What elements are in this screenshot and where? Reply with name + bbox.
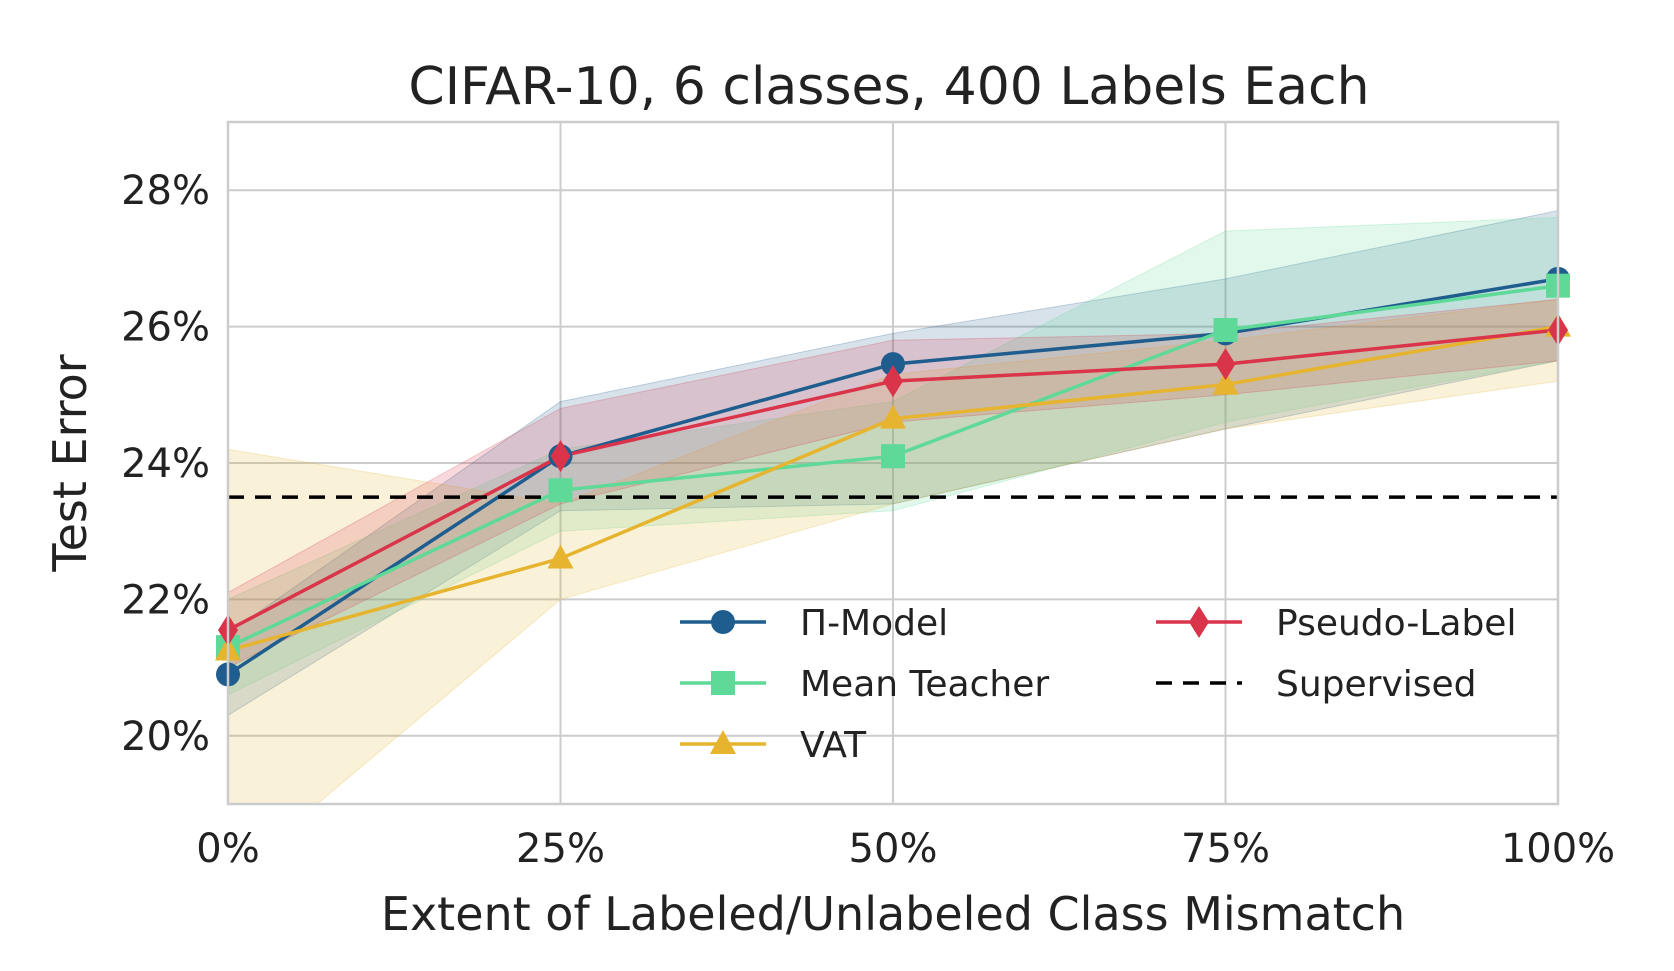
y-tick-label-1: 22%: [121, 577, 210, 623]
x-tick-label-3: 75%: [1181, 826, 1270, 872]
x-tick-label-0: 0%: [196, 826, 259, 872]
y-axis-label: Test Error: [43, 354, 97, 572]
x-tick-label-2: 50%: [849, 826, 938, 872]
point-vat-2: [880, 404, 906, 429]
legend: Π-Model Mean Teacher VAT Pseudo-Label Superv…: [680, 603, 1516, 766]
point-pseudo-label-2: [883, 365, 903, 398]
y-tick-labels: 20% 22% 24% 26% 28%: [121, 168, 210, 760]
point-mean-teacher-2: [881, 444, 905, 469]
band-vat: [228, 298, 1558, 804]
legend-marker-vat: [710, 730, 736, 754]
y-tick-label-2: 24%: [121, 441, 210, 487]
legend-label-supervised: Supervised: [1276, 664, 1477, 705]
legend-label-mean-teacher: Mean Teacher: [800, 664, 1049, 705]
legend-marker-pseudo-label: [1189, 606, 1209, 638]
point-mean-teacher-1: [548, 478, 573, 503]
y-tick-label-0: 20%: [121, 714, 210, 760]
point-vat-3: [1212, 370, 1239, 395]
legend-label-model: Π-Model: [800, 603, 948, 644]
legend-label-pseudo-label: Pseudo-Label: [1276, 603, 1516, 644]
y-tick-label-3: 26%: [121, 305, 210, 351]
point-pseudo-label-3: [1215, 348, 1236, 381]
point-pseudo-label-1: [550, 440, 571, 473]
plot-area-frame: [226, 120, 1560, 806]
point-model-2: [881, 352, 905, 377]
legend-marker-model: [711, 610, 735, 634]
x-axis-label: Extent of Labeled/Unlabeled Class Mismat…: [381, 887, 1405, 941]
legend-label-vat: VAT: [800, 725, 867, 766]
y-tick-label-4: 28%: [121, 168, 210, 214]
x-tick-label-4: 100%: [1501, 826, 1615, 872]
point-mean-teacher-3: [1213, 318, 1238, 343]
point-vat-1: [547, 544, 574, 569]
legend-marker-mean-teacher: [711, 671, 735, 695]
x-tick-label-1: 25%: [516, 826, 605, 872]
x-tick-labels: 0% 25% 50% 75% 100%: [196, 826, 1615, 872]
chart-title: CIFAR-10, 6 classes, 400 Labels Each: [408, 57, 1369, 117]
